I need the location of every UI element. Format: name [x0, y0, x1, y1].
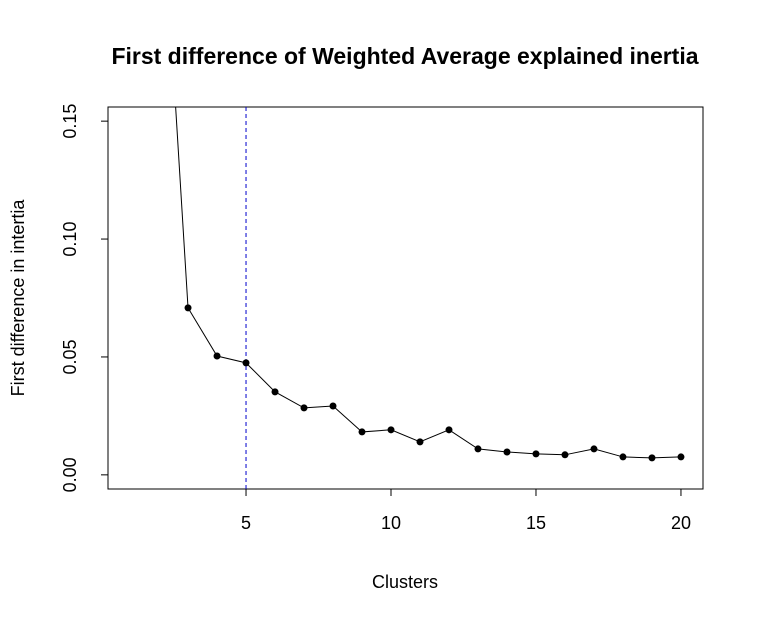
data-point — [387, 426, 395, 434]
data-point — [677, 453, 685, 461]
data-point — [300, 404, 308, 412]
data-point — [503, 448, 511, 456]
x-tick-label: 5 — [241, 513, 251, 533]
data-point — [445, 426, 453, 434]
plot-frame — [107, 106, 704, 490]
data-point — [358, 428, 366, 436]
data-point — [184, 304, 192, 312]
x-tick-label: 20 — [671, 513, 691, 533]
data-point — [271, 388, 279, 396]
chart-title: First difference of Weighted Average exp… — [111, 43, 698, 69]
data-point — [242, 359, 250, 367]
data-point — [474, 445, 482, 453]
data-point — [213, 352, 221, 360]
x-axis-label: Clusters — [372, 572, 438, 592]
data-point — [648, 454, 656, 462]
data-point — [532, 450, 540, 458]
data-point — [619, 453, 627, 461]
x-tick-label: 15 — [526, 513, 546, 533]
y-axis-label: First difference in intertia — [8, 199, 28, 397]
y-tick-label: 0.05 — [60, 339, 80, 374]
data-point — [590, 445, 598, 453]
y-tick-label: 0.15 — [60, 104, 80, 139]
data-point — [416, 438, 424, 446]
plot-area — [175, 107, 685, 489]
y-tick-label: 0.10 — [60, 222, 80, 257]
y-tick-label: 0.00 — [60, 457, 80, 492]
data-point — [561, 451, 569, 459]
data-point — [329, 402, 337, 410]
x-tick-label: 10 — [381, 513, 401, 533]
